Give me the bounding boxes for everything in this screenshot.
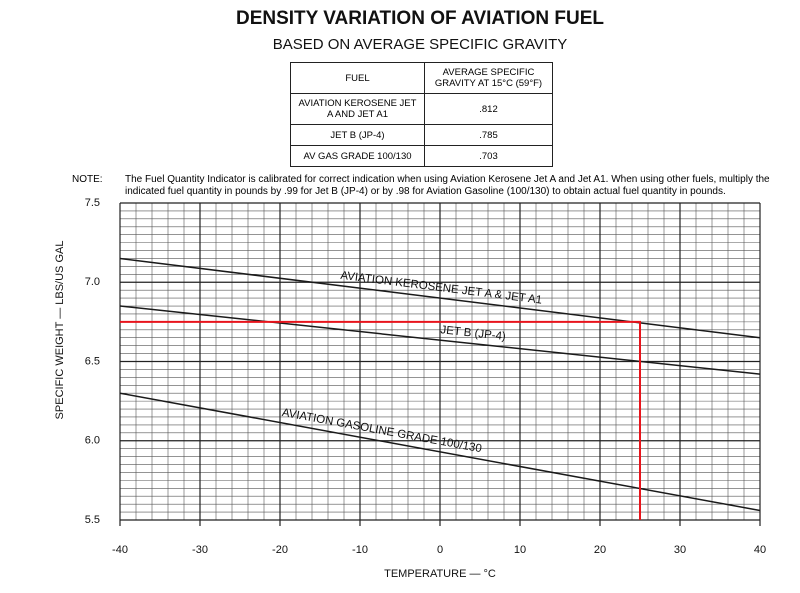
x-tick-label: 40	[754, 544, 766, 556]
series-label: JET B (JP-4)	[440, 324, 507, 343]
x-tick-label: -10	[352, 544, 368, 556]
y-tick-label: 7.0	[85, 276, 100, 288]
note-label: NOTE:	[72, 174, 103, 185]
table-cell: AVIATION KEROSENE JET A AND JET A1	[290, 93, 425, 125]
table-cell: .785	[424, 124, 553, 146]
y-tick-label: 7.5	[85, 197, 100, 209]
series-line	[120, 320, 641, 520]
chart-title: DENSITY VARIATION OF AVIATION FUEL	[236, 8, 604, 29]
table-header: FUEL	[290, 62, 425, 94]
x-axis-label: TEMPERATURE — °C	[384, 568, 496, 580]
table-cell: JET B (JP-4)	[290, 124, 425, 146]
x-tick-label: -40	[112, 544, 128, 556]
series-label: AVIATION GASOLINE GRADE 100/130	[281, 407, 483, 455]
table-header: AVERAGE SPECIFIC GRAVITY AT 15°C (59°F)	[424, 62, 553, 94]
y-tick-label: 6.5	[85, 355, 100, 367]
x-tick-label: -20	[272, 544, 288, 556]
series-line	[119, 305, 761, 375]
fuel-table: FUEL AVERAGE SPECIFIC GRAVITY AT 15°C (59…	[290, 62, 553, 167]
x-tick-label: 20	[594, 544, 606, 556]
y-tick-label: 5.5	[85, 514, 100, 526]
x-tick-label: 30	[674, 544, 686, 556]
x-tick-label: 10	[514, 544, 526, 556]
table-cell: .703	[424, 145, 553, 167]
y-tick-label: 6.0	[85, 435, 100, 447]
x-tick-label: 0	[437, 544, 443, 556]
table-cell: .812	[424, 93, 553, 125]
chart-subtitle: BASED ON AVERAGE SPECIFIC GRAVITY	[273, 36, 568, 53]
series-label: AVIATION KEROSENE JET A & JET A1	[340, 270, 543, 307]
x-tick-label: -30	[192, 544, 208, 556]
series-line	[119, 257, 761, 339]
series-line	[119, 392, 761, 512]
note-text: The Fuel Quantity Indicator is calibrate…	[125, 174, 770, 197]
y-axis-label: SPECIFIC WEIGHT — LBS/US GAL	[54, 241, 66, 420]
table-cell: AV GAS GRADE 100/130	[290, 145, 425, 167]
